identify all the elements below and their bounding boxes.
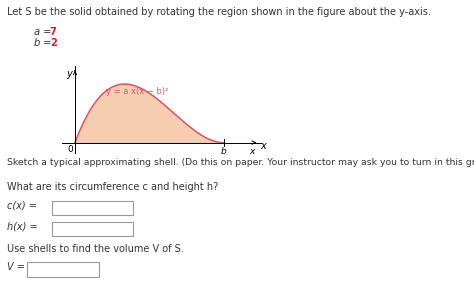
Text: a: a (33, 27, 39, 38)
Bar (52, 201, 133, 215)
Text: Sketch a typical approximating shell. (Do this on paper. Your instructor may ask: Sketch a typical approximating shell. (D… (7, 158, 474, 166)
Text: =: = (40, 38, 55, 48)
Text: b: b (33, 38, 39, 48)
Text: h(x) =: h(x) = (7, 221, 38, 231)
Text: b: b (221, 147, 227, 156)
Text: y: y (66, 69, 72, 79)
Text: x: x (261, 140, 266, 151)
Text: c(x) =: c(x) = (7, 201, 37, 211)
Text: 2: 2 (50, 38, 57, 48)
Text: Use shells to find the volume V of S.: Use shells to find the volume V of S. (7, 244, 184, 254)
Text: Let S be the solid obtained by rotating the region shown in the figure about the: Let S be the solid obtained by rotating … (7, 7, 431, 17)
Text: V =: V = (7, 262, 25, 272)
Text: =: = (40, 27, 55, 38)
Text: 7: 7 (50, 27, 57, 38)
Text: What are its circumference c and height h?: What are its circumference c and height … (7, 182, 219, 192)
Text: y = a x(x − b)²: y = a x(x − b)² (106, 87, 169, 96)
Text: x: x (249, 147, 255, 156)
Text: 0: 0 (68, 145, 73, 154)
Bar (52, 222, 133, 236)
Bar (27, 262, 99, 277)
